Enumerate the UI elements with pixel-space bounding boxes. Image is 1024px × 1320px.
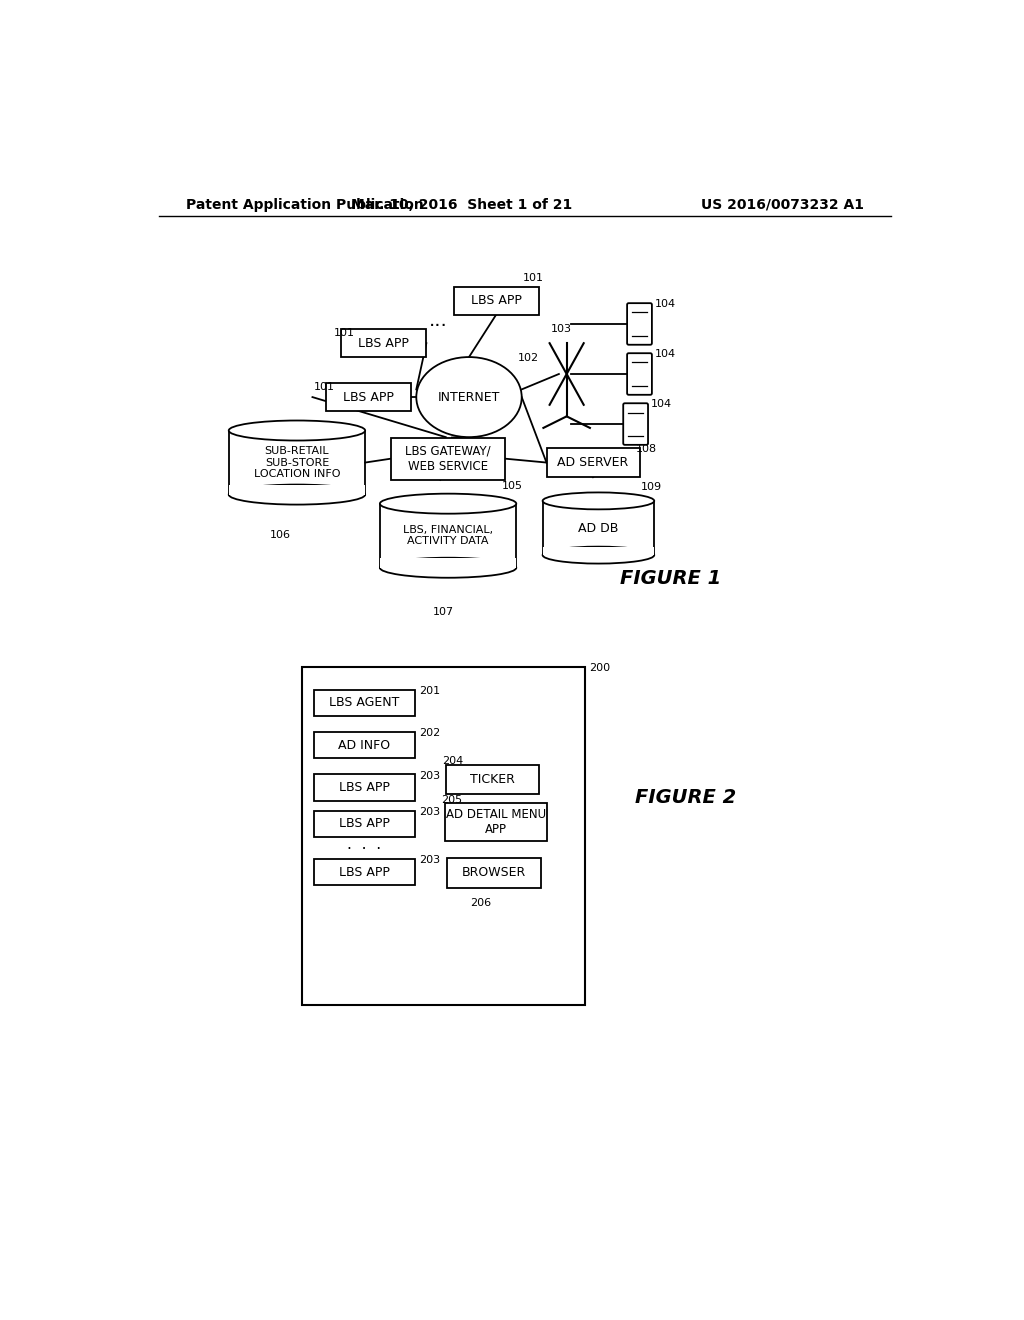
Text: 104: 104 (655, 350, 676, 359)
Text: 103: 103 (551, 323, 572, 334)
Bar (380, 504, 516, 568)
Text: 104: 104 (655, 300, 676, 309)
Bar (380, 558, 516, 568)
Text: AD DB: AD DB (579, 521, 618, 535)
Ellipse shape (228, 484, 366, 504)
Text: 205: 205 (441, 795, 462, 805)
Bar (446, 858, 541, 887)
Text: 203: 203 (419, 771, 439, 780)
Text: 101: 101 (334, 327, 354, 338)
Text: 203: 203 (419, 855, 439, 865)
Text: 102: 102 (518, 354, 539, 363)
Text: AD DETAIL MENU
APP: AD DETAIL MENU APP (446, 808, 546, 836)
FancyBboxPatch shape (627, 304, 652, 345)
Text: LBS APP: LBS APP (358, 337, 410, 350)
FancyBboxPatch shape (627, 354, 652, 395)
FancyBboxPatch shape (624, 404, 648, 445)
Text: SUB-RETAIL
SUB-STORE
LOCATION INFO: SUB-RETAIL SUB-STORE LOCATION INFO (254, 446, 340, 479)
Bar (314, 775, 415, 800)
Text: 201: 201 (419, 686, 439, 696)
Text: 204: 204 (442, 756, 463, 766)
Text: ·  ·  ·: · · · (347, 842, 381, 857)
Text: 200: 200 (589, 663, 610, 673)
Ellipse shape (417, 358, 521, 437)
Bar (547, 447, 640, 478)
Text: 109: 109 (641, 482, 663, 492)
Text: INTERNET: INTERNET (438, 391, 500, 404)
Text: AD SERVER: AD SERVER (557, 455, 629, 469)
Bar (445, 803, 547, 841)
Bar (543, 500, 654, 556)
Bar (228, 430, 366, 495)
Text: 105: 105 (502, 482, 522, 491)
Ellipse shape (380, 558, 516, 578)
Text: LBS GATEWAY/
WEB SERVICE: LBS GATEWAY/ WEB SERVICE (406, 445, 490, 473)
Bar (341, 330, 426, 358)
Text: 203: 203 (419, 807, 439, 817)
Text: 108: 108 (636, 444, 656, 454)
Bar (326, 383, 411, 411)
Ellipse shape (543, 546, 654, 564)
Text: AD INFO: AD INFO (338, 739, 390, 751)
Ellipse shape (543, 492, 654, 510)
Bar (445, 766, 539, 795)
Text: 202: 202 (419, 729, 440, 738)
Text: LBS AGENT: LBS AGENT (329, 696, 399, 709)
Text: 106: 106 (270, 531, 291, 540)
Text: LBS APP: LBS APP (339, 866, 390, 879)
Bar (228, 484, 366, 495)
Text: LBS APP: LBS APP (339, 781, 390, 795)
Text: LBS, FINANCIAL,
ACTIVITY DATA: LBS, FINANCIAL, ACTIVITY DATA (403, 525, 494, 546)
Text: LBS APP: LBS APP (343, 391, 393, 404)
Bar (391, 437, 506, 480)
Text: FIGURE 2: FIGURE 2 (635, 788, 736, 807)
Text: TICKER: TICKER (470, 774, 515, 787)
Text: LBS APP: LBS APP (471, 294, 521, 308)
Text: ...: ... (429, 310, 447, 330)
Text: US 2016/0073232 A1: US 2016/0073232 A1 (701, 198, 864, 211)
Bar (314, 859, 415, 886)
Bar (454, 286, 539, 314)
Text: Patent Application Publication: Patent Application Publication (186, 198, 424, 211)
Text: LBS APP: LBS APP (339, 817, 390, 830)
Bar (314, 733, 415, 758)
Bar (302, 667, 586, 1006)
Ellipse shape (380, 494, 516, 513)
Text: 101: 101 (523, 273, 544, 282)
Bar (314, 690, 415, 715)
Text: 206: 206 (471, 899, 492, 908)
Text: Mar. 10, 2016  Sheet 1 of 21: Mar. 10, 2016 Sheet 1 of 21 (350, 198, 571, 211)
Bar (314, 810, 415, 837)
Text: 104: 104 (651, 400, 672, 409)
Text: FIGURE 1: FIGURE 1 (620, 569, 721, 587)
Text: 101: 101 (314, 381, 335, 392)
Bar (543, 546, 654, 556)
Text: 107: 107 (432, 607, 454, 616)
Ellipse shape (228, 421, 366, 441)
Text: BROWSER: BROWSER (462, 866, 526, 879)
